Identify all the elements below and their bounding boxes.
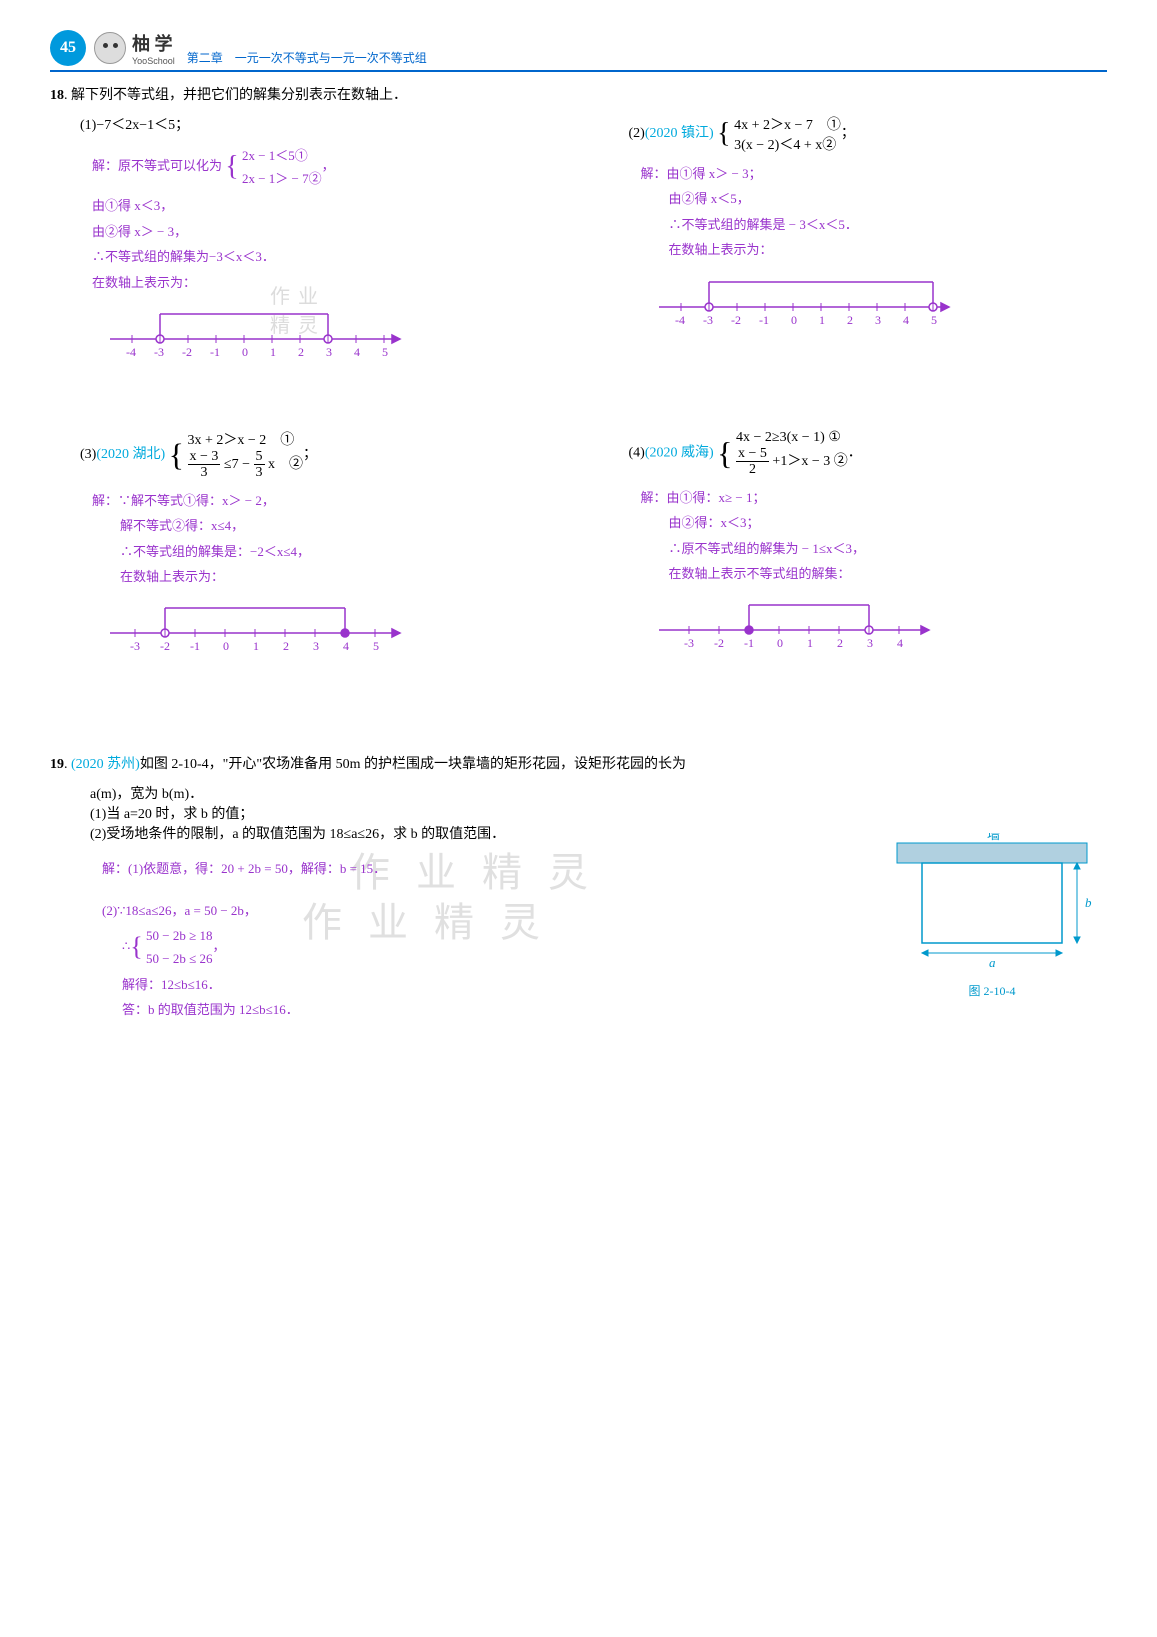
q18-2-numberline: -4 -3 -2 -1 0 1 2 3 4 5 — [649, 272, 1108, 337]
q18-2-label: (2)(2020 镇江) { 4x + 2＞x − 7 ① 3(x − 2)＜4… — [629, 114, 1108, 154]
svg-text:1: 1 — [270, 345, 276, 359]
q18-1-numberline: -4 -3 -2 -1 0 1 2 3 4 5 — [100, 304, 559, 369]
svg-text:0: 0 — [223, 639, 229, 653]
page-header: 45 柚 学 YooSchool 第二章 一元一次不等式与一元一次不等式组 — [50, 30, 1107, 72]
svg-text:3: 3 — [313, 639, 319, 653]
svg-text:5: 5 — [373, 639, 379, 653]
q18-3-numberline: -3 -2 -1 0 1 2 3 4 5 — [100, 598, 559, 663]
svg-text:-2: -2 — [160, 639, 170, 653]
problem-19-title: 19. (2020 苏州)如图 2-10-4，"开心"农场准备用 50m 的护栏… — [50, 753, 1107, 773]
q18-part1: 作业精灵 (1)−7＜2x−1＜5； 解：原不等式可以化为 { 2x − 1＜5… — [50, 114, 559, 369]
problem-19: 19. (2020 苏州)如图 2-10-4，"开心"农场准备用 50m 的护栏… — [50, 753, 1107, 1021]
svg-text:-1: -1 — [210, 345, 220, 359]
brand-name: 柚 学 — [132, 30, 175, 56]
numberline-svg: -3 -2 -1 0 1 2 3 4 — [649, 595, 949, 655]
numberline-svg: -4 -3 -2 -1 0 1 2 3 4 5 — [100, 304, 420, 364]
svg-text:2: 2 — [847, 313, 853, 327]
svg-text:3: 3 — [867, 636, 873, 650]
q18-1-solution: 解：原不等式可以化为 { 2x − 1＜5① 2x − 1＞ − 7② ， 由①… — [92, 142, 559, 294]
svg-text:3: 3 — [326, 345, 332, 359]
svg-text:-3: -3 — [130, 639, 140, 653]
svg-text:-1: -1 — [190, 639, 200, 653]
svg-text:-4: -4 — [126, 345, 136, 359]
q18-1-label: (1)−7＜2x−1＜5； — [80, 114, 559, 134]
svg-text:-2: -2 — [714, 636, 724, 650]
svg-text:5: 5 — [382, 345, 388, 359]
q18-4-numberline: -3 -2 -1 0 1 2 3 4 — [649, 595, 1108, 660]
chapter-title: 第二章 一元一次不等式与一元一次不等式组 — [187, 49, 427, 66]
brand-block: 柚 学 YooSchool — [132, 30, 175, 66]
q18-3-solution: 解：∵解不等式①得：x＞ − 2， 解不等式②得：x≤4， ∴不等式组的解集是：… — [92, 489, 559, 589]
svg-text:1: 1 — [253, 639, 259, 653]
svg-text:0: 0 — [791, 313, 797, 327]
svg-text:-2: -2 — [731, 313, 741, 327]
numberline-svg: -4 -3 -2 -1 0 1 2 3 4 5 — [649, 272, 969, 332]
svg-text:-1: -1 — [744, 636, 754, 650]
q18-4-solution: 解：由①得：x≥ − 1； 由②得：x＜3； ∴原不等式组的解集为 − 1≤x＜… — [641, 486, 1108, 586]
problem-19-num: 19 — [50, 757, 64, 772]
svg-text:-3: -3 — [154, 345, 164, 359]
problem-19-body: a(m)，宽为 b(m)． (1)当 a=20 时，求 b 的值； (2)受场地… — [50, 783, 1107, 1021]
svg-text:1: 1 — [807, 636, 813, 650]
mascot-icon — [94, 32, 126, 64]
q18-part3: (3)(2020 湖北) { 3x + 2＞x − 2 ① x − 33 ≤7 … — [50, 429, 559, 663]
problem-18: 18. 解下列不等式组，并把它们的解集分别表示在数轴上． 作业精灵 (1)−7＜… — [50, 84, 1107, 663]
svg-text:-1: -1 — [759, 313, 769, 327]
svg-text:-3: -3 — [684, 636, 694, 650]
svg-text:2: 2 — [837, 636, 843, 650]
wall-label: 墙 — [987, 833, 1000, 842]
q18-part2: (2)(2020 镇江) { 4x + 2＞x − 7 ① 3(x − 2)＜4… — [599, 114, 1108, 369]
svg-text:0: 0 — [777, 636, 783, 650]
numberline-svg: -3 -2 -1 0 1 2 3 4 5 — [100, 598, 420, 658]
svg-text:4: 4 — [897, 636, 903, 650]
svg-text:-4: -4 — [675, 313, 685, 327]
page-number-badge: 45 — [50, 30, 86, 66]
q19-solution: 解：(1)依题意，得：20 + 2b = 50，解得：b = 15． (2)∵1… — [102, 857, 1107, 1021]
q18-4-label: (4)(2020 威海) { 4x − 2≥3(x − 1) ① x − 52 … — [629, 429, 1108, 478]
brand-sub: YooSchool — [132, 56, 175, 66]
svg-text:5: 5 — [931, 313, 937, 327]
q18-2-solution: 解：由①得 x＞ − 3； 由②得 x＜5， ∴不等式组的解集是 − 3＜x＜5… — [641, 162, 1108, 262]
svg-text:2: 2 — [298, 345, 304, 359]
svg-text:3: 3 — [875, 313, 881, 327]
svg-text:-2: -2 — [182, 345, 192, 359]
q18-3-label: (3)(2020 湖北) { 3x + 2＞x − 2 ① x − 33 ≤7 … — [80, 429, 559, 481]
svg-text:2: 2 — [283, 639, 289, 653]
problem-18-title: 18. 解下列不等式组，并把它们的解集分别表示在数轴上． — [50, 84, 1107, 104]
svg-text:-3: -3 — [703, 313, 713, 327]
svg-text:4: 4 — [354, 345, 360, 359]
svg-text:0: 0 — [242, 345, 248, 359]
problem-18-num: 18 — [50, 88, 64, 103]
svg-text:4: 4 — [903, 313, 909, 327]
svg-text:1: 1 — [819, 313, 825, 327]
svg-text:4: 4 — [343, 639, 349, 653]
q18-part4: (4)(2020 威海) { 4x − 2≥3(x − 1) ① x − 52 … — [599, 429, 1108, 663]
